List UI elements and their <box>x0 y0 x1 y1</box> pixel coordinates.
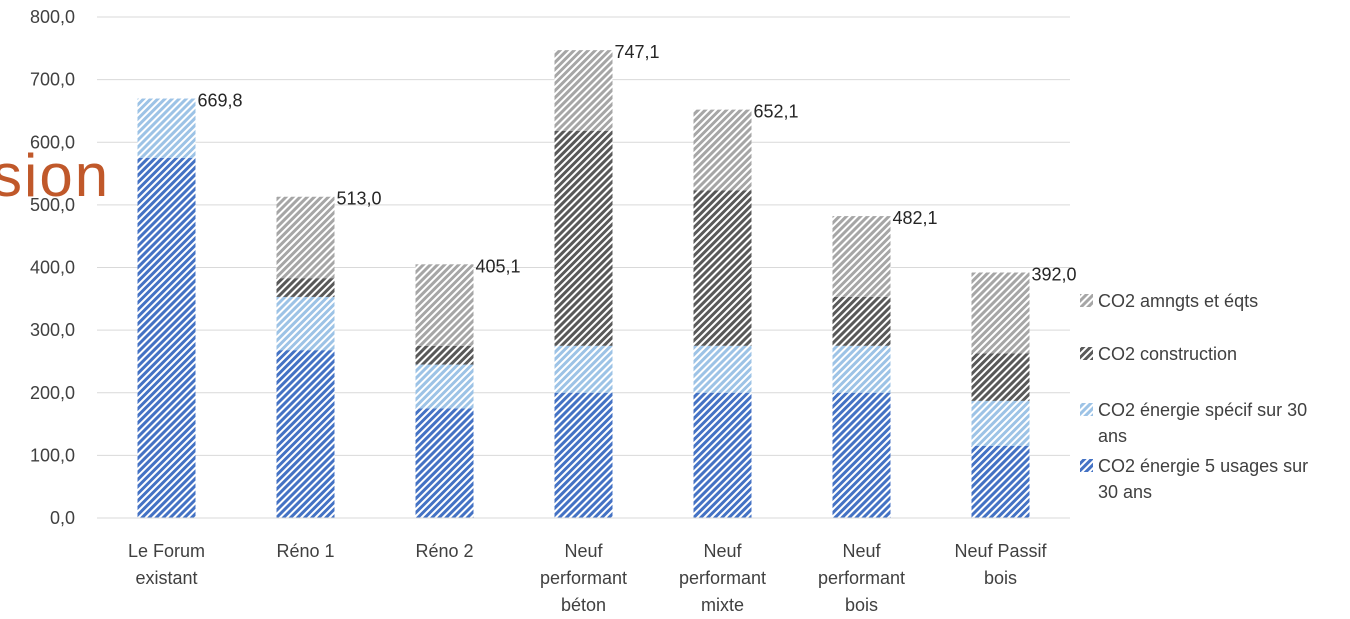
bar-segment <box>971 445 1030 518</box>
bar-segment <box>693 392 752 518</box>
x-tick-label: Le Forum <box>128 541 205 561</box>
legend-label: 30 ans <box>1098 482 1152 502</box>
x-tick-label: Neuf <box>564 541 603 561</box>
x-tick-label: Neuf <box>703 541 742 561</box>
x-tick-label: bois <box>845 595 878 615</box>
x-tick-label: existant <box>135 568 197 588</box>
total-labels: 669,8 513,0 405,1 747,1 652,1 482,1 392,0 <box>198 42 1077 284</box>
bar-segment <box>832 296 891 346</box>
x-tick-label: béton <box>561 595 606 615</box>
bar-segment <box>415 364 474 409</box>
y-tick-label: 100,0 <box>30 445 75 465</box>
x-tick-label: bois <box>984 568 1017 588</box>
y-axis: 0,0 100,0 200,0 300,0 400,0 500,0 600,0 700,0 80… <box>30 7 75 528</box>
bar-segment <box>415 408 474 518</box>
bar-segment <box>832 216 891 297</box>
bar-segment <box>554 345 613 393</box>
bar-segment <box>137 157 196 518</box>
y-tick-label: 300,0 <box>30 320 75 340</box>
legend-label: CO2 construction <box>1098 344 1237 364</box>
y-tick-label: 700,0 <box>30 70 75 90</box>
x-tick-label: Réno 1 <box>276 541 334 561</box>
legend-swatch <box>1080 294 1093 307</box>
legend-label: CO2 amngts et éqts <box>1098 291 1258 311</box>
bar-segment <box>554 392 613 518</box>
bar-segment <box>276 296 335 351</box>
legend-swatch <box>1080 347 1093 360</box>
y-tick-label: 200,0 <box>30 383 75 403</box>
bar-segment <box>693 345 752 393</box>
bar-segment <box>415 264 474 346</box>
legend-swatch <box>1080 459 1093 472</box>
y-tick-label: 800,0 <box>30 7 75 27</box>
legend-label: CO2 énergie 5 usages sur <box>1098 456 1308 476</box>
total-data-label: 669,8 <box>198 91 243 111</box>
x-tick-label: performant <box>540 568 627 588</box>
bar-segment <box>832 345 891 393</box>
y-tick-label: 500,0 <box>30 195 75 215</box>
bar-segment <box>554 130 613 346</box>
legend-label: ans <box>1098 426 1127 446</box>
bar-segment <box>971 400 1030 446</box>
total-data-label: 652,1 <box>754 102 799 122</box>
total-data-label: 405,1 <box>476 256 521 276</box>
x-tick-label: mixte <box>701 595 744 615</box>
bars <box>137 50 1030 518</box>
x-tick-label: performant <box>679 568 766 588</box>
y-tick-label: 600,0 <box>30 132 75 152</box>
bar-segment <box>554 50 613 131</box>
total-data-label: 513,0 <box>337 189 382 209</box>
x-tick-label: performant <box>818 568 905 588</box>
watermark-text: sion <box>0 142 110 209</box>
x-tick-label: Neuf Passif <box>954 541 1047 561</box>
y-tick-label: 0,0 <box>50 508 75 528</box>
bar-segment <box>415 345 474 365</box>
bar-segment <box>276 196 335 279</box>
x-tick-label: Neuf <box>842 541 881 561</box>
x-axis: Le Forum existant Réno 1 Réno 2 Neuf performa… <box>97 517 1070 615</box>
bar-segment <box>693 190 752 346</box>
total-data-label: 392,0 <box>1032 265 1077 285</box>
bar-segment <box>832 392 891 518</box>
bar-segment <box>693 109 752 191</box>
total-data-label: 482,1 <box>893 208 938 228</box>
x-tick-label: Réno 2 <box>415 541 473 561</box>
total-data-label: 747,1 <box>615 42 660 62</box>
bar-segment <box>137 98 196 158</box>
bar-segment <box>276 350 335 518</box>
legend-swatch <box>1080 403 1093 416</box>
legend: CO2 amngts et éqts CO2 construction CO2 én… <box>1080 291 1308 502</box>
legend-label: CO2 énergie spécif sur 30 <box>1098 400 1307 420</box>
bar-segment <box>971 353 1030 401</box>
bar-segment <box>276 278 335 297</box>
bar-segment <box>971 272 1030 354</box>
y-tick-label: 400,0 <box>30 258 75 278</box>
